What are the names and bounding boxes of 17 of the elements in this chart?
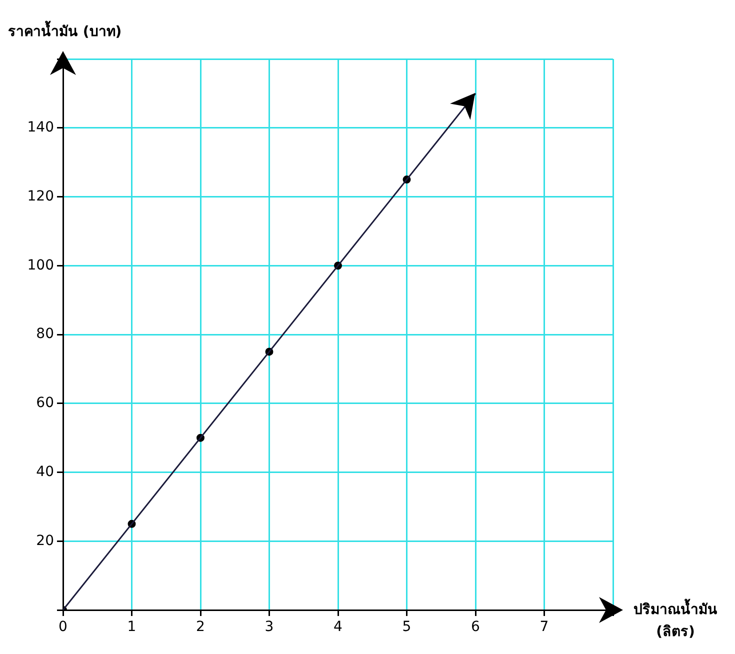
x-tick-label: 2 — [196, 619, 205, 636]
x-tick-label: 5 — [402, 619, 412, 636]
y-tick-label: 80 — [36, 326, 54, 342]
y-axis-title: ราคาน้ำมัน (บาท) — [8, 20, 122, 42]
y-tick-label: 120 — [27, 188, 54, 204]
x-tick-label: 0 — [58, 619, 68, 636]
x-tick-label: 6 — [471, 619, 480, 636]
y-tick-label: 140 — [27, 120, 54, 136]
y-tick-label: 40 — [36, 464, 54, 480]
y-tick-label: 20 — [36, 532, 54, 549]
x-tick-label: 3 — [264, 619, 274, 636]
y-tick-label: 100 — [27, 257, 54, 274]
x-tick-label: 7 — [540, 619, 549, 636]
x-tick-label: 1 — [127, 619, 136, 636]
y-tick-label: 60 — [36, 395, 54, 412]
x-tick-label: 4 — [334, 619, 343, 636]
x-axis-title: ปริมาณน้ำมัน (ลิตร) — [632, 598, 718, 642]
